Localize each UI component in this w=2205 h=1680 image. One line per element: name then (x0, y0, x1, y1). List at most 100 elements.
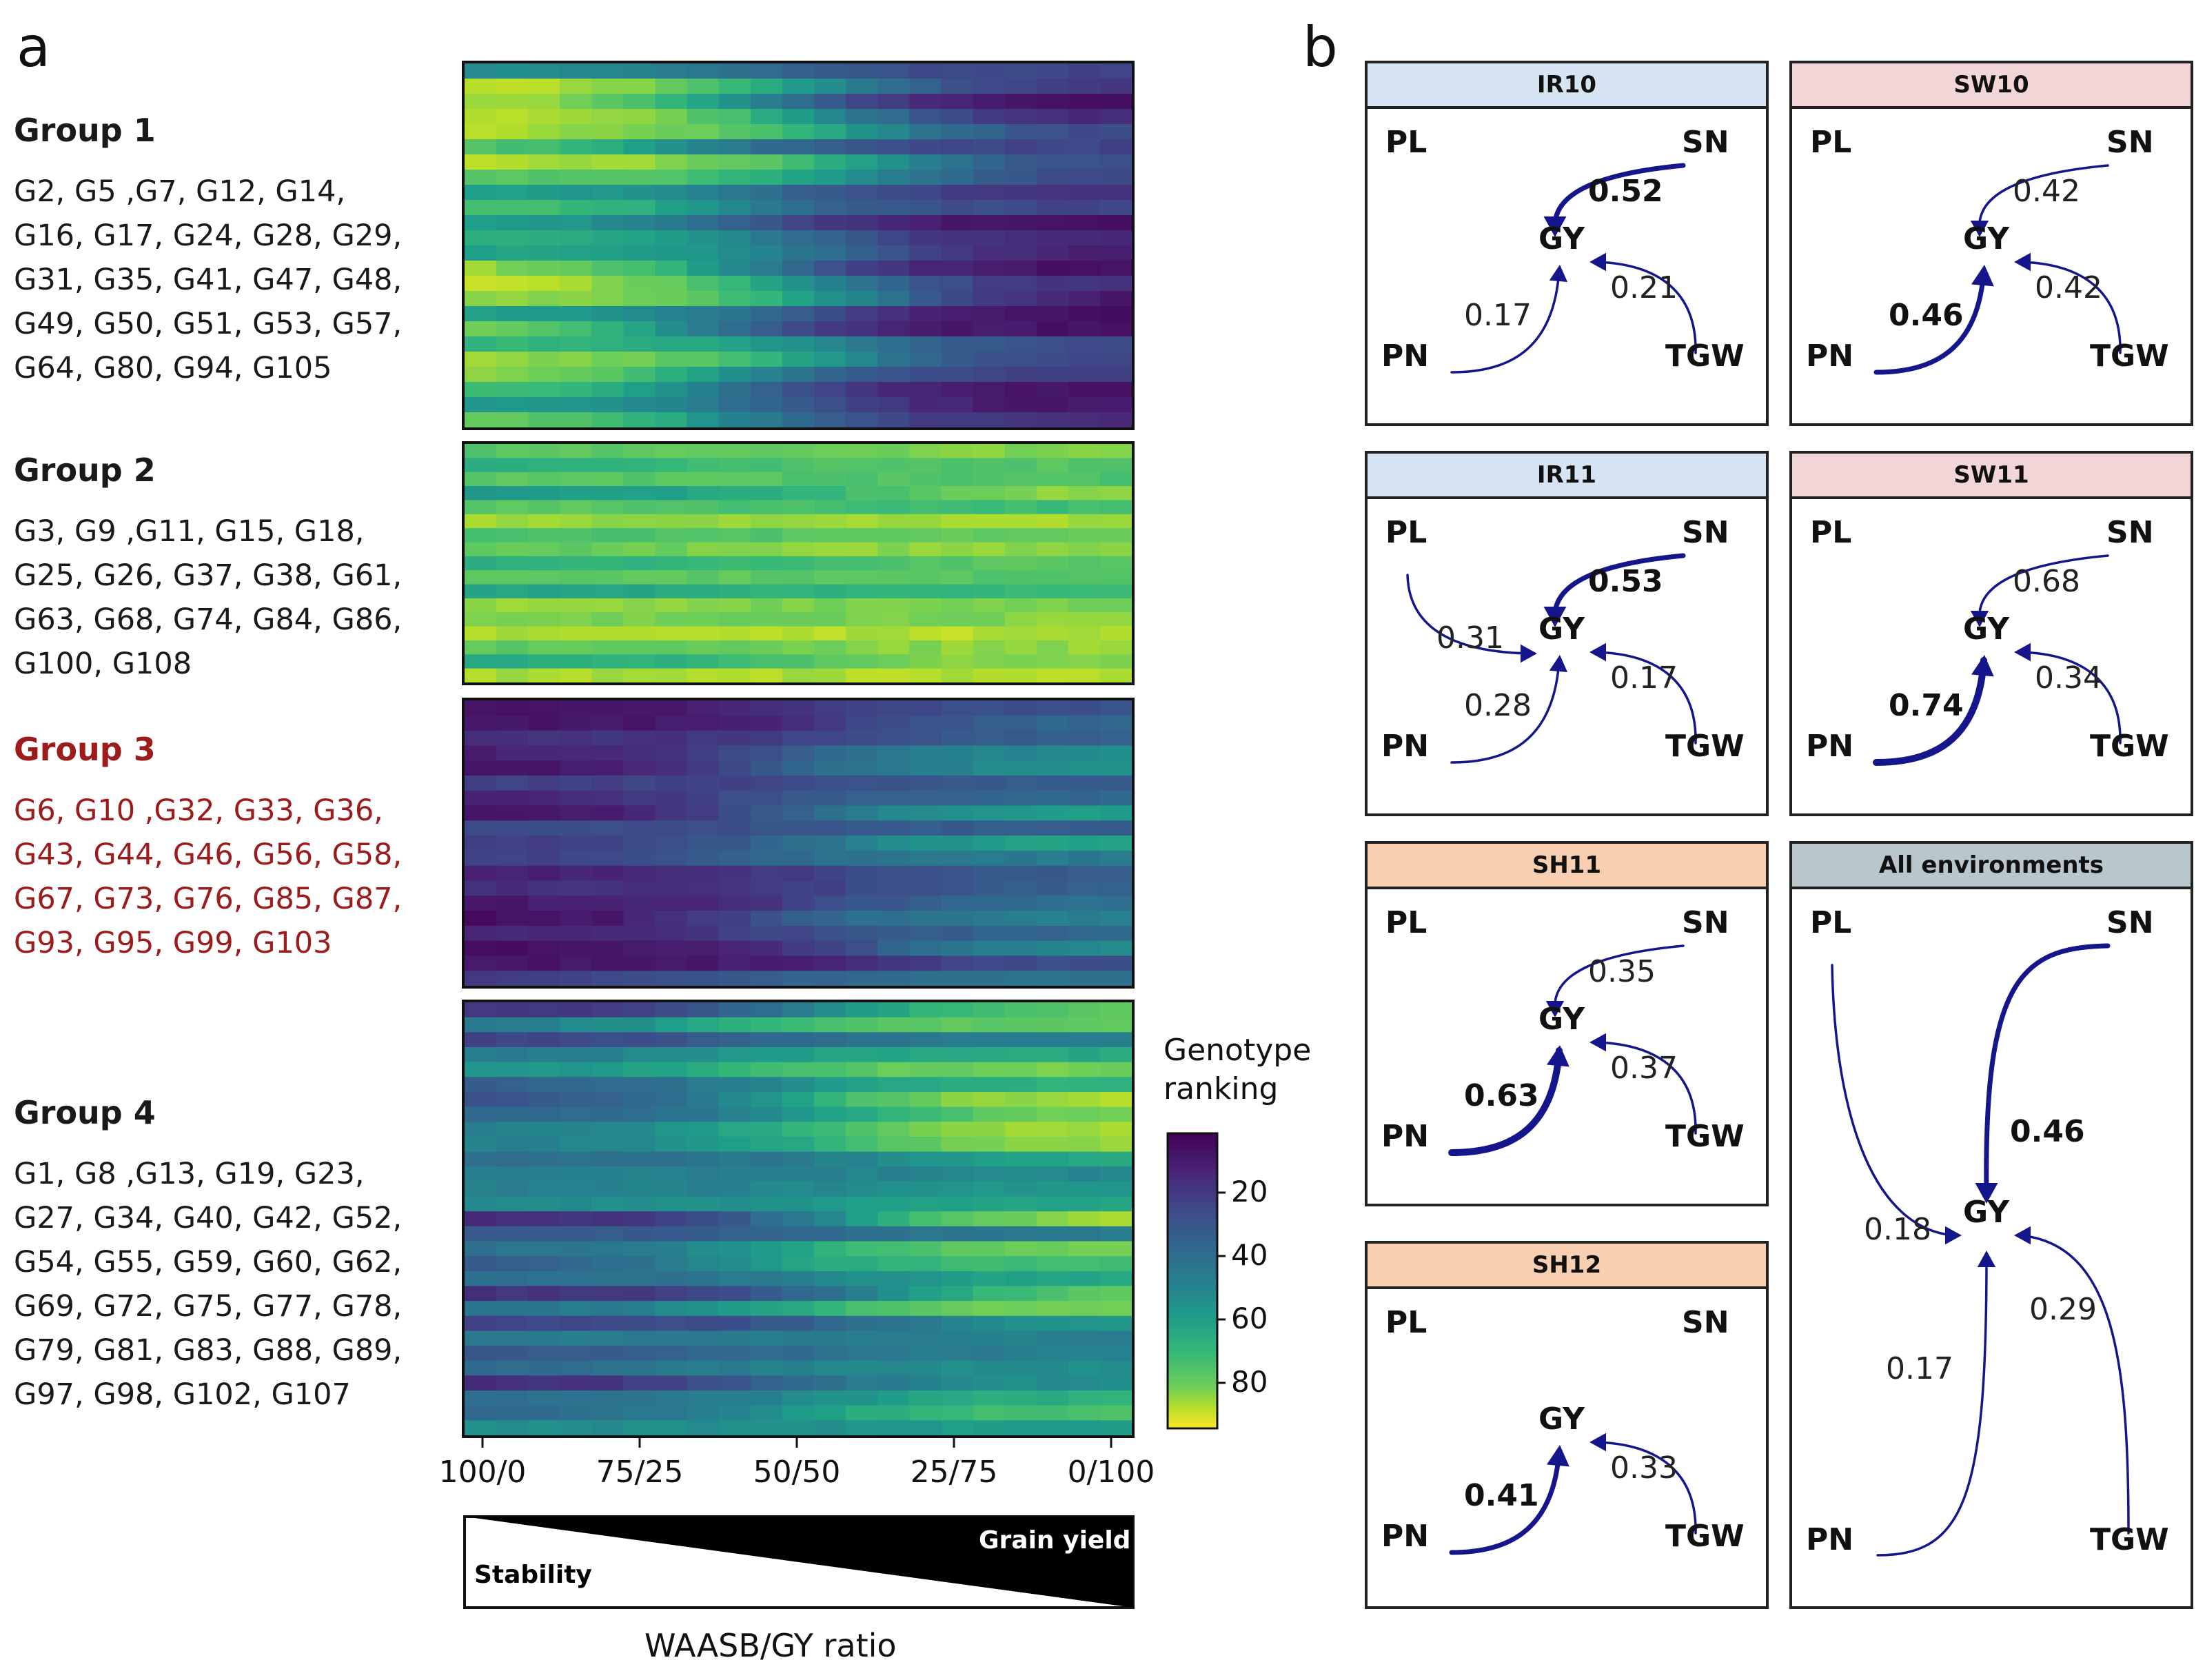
heatmap-cell (496, 1375, 529, 1391)
heatmap-cell (591, 1390, 624, 1406)
heatmap-cell (1068, 367, 1101, 383)
heatmap-cell (877, 730, 910, 746)
heatmap-cell (465, 200, 497, 216)
path-panel-ir11: IR11 0.31 0.53 0.28 0.17 PL SN GY PN TGW (1365, 451, 1769, 816)
heatmap-cell (782, 170, 815, 185)
heatmap-cell (750, 790, 783, 807)
heatmap-cell (591, 1196, 624, 1212)
node-tgw: TGW (1665, 1119, 1745, 1154)
heatmap-cell (1004, 570, 1037, 585)
node-gy: GY (1963, 1195, 2010, 1230)
heatmap-cell (655, 382, 688, 398)
heatmap-cell (687, 397, 720, 413)
heatmap-cell (814, 1181, 846, 1197)
path-diagram-arrows (1831, 943, 2130, 1557)
heatmap-cell (877, 170, 910, 185)
heatmap-cell (623, 1211, 656, 1227)
node-pn: PN (1806, 338, 1854, 374)
heatmap-cell (973, 458, 1006, 473)
heatmap-cell (1004, 514, 1037, 529)
heatmap-cell (1068, 94, 1101, 110)
heatmap-cell (909, 397, 942, 413)
heatmap-cell (623, 1330, 656, 1346)
path-arrow-tgw (1594, 651, 1697, 745)
heatmap-cell (465, 1375, 497, 1391)
heatmap-cell (465, 367, 497, 383)
heatmap-cell (814, 1106, 846, 1122)
heatmap-cell (941, 261, 974, 276)
heatmap-cell (591, 397, 624, 413)
node-sn: SN (2106, 125, 2154, 160)
heatmap-cell (877, 836, 910, 851)
heatmap-cell (1036, 94, 1069, 110)
heatmap-cell (623, 640, 656, 655)
heatmap-cell (465, 911, 497, 927)
heatmap-cell (718, 1062, 751, 1077)
heatmap-cell (623, 668, 656, 682)
heatmap-cell (718, 925, 751, 942)
heatmap-cell (782, 570, 815, 585)
heatmap-cell (814, 276, 846, 292)
heatmap-cell (782, 820, 815, 836)
heatmap-cell (623, 261, 656, 276)
heatmap-cell (909, 1360, 942, 1376)
heatmap-cell (687, 865, 720, 882)
heatmap-cell (1036, 1136, 1069, 1153)
heatmap-cell (465, 1330, 497, 1346)
heatmap-cell (909, 170, 942, 185)
heatmap-cell (496, 291, 529, 307)
heatmap-cell (687, 291, 720, 307)
heatmap-cell (465, 321, 497, 337)
heatmap-cell (528, 336, 560, 352)
heatmap-cell (814, 730, 846, 746)
heatmap-cell (750, 715, 783, 731)
heatmap-cell (846, 109, 878, 125)
heatmap-cell (909, 1375, 942, 1391)
heatmap-cell (1036, 1002, 1069, 1018)
heatmap-cell (591, 154, 624, 170)
heatmap-cell (496, 458, 529, 473)
heatmap-cell (687, 276, 720, 292)
heatmap-cell (1099, 336, 1132, 352)
heatmap-cell (591, 514, 624, 529)
heatmap-cell (973, 1360, 1006, 1376)
heatmap-cell (1036, 1315, 1069, 1332)
heatmap-cell (496, 940, 529, 957)
heatmap-cell (846, 261, 878, 276)
heatmap-cell (941, 185, 974, 201)
heatmap-cell (814, 261, 846, 276)
heatmap-cell (623, 760, 656, 776)
heatmap-cell (814, 1211, 846, 1227)
heatmap-cell (623, 276, 656, 292)
heatmap-cell (718, 170, 751, 185)
heatmap-cell (973, 598, 1006, 613)
heatmap-cell (560, 124, 592, 140)
heatmap-cell (591, 805, 624, 821)
heatmap-cell (465, 1405, 497, 1421)
heatmap-cell (973, 640, 1006, 655)
heatmap-cell (750, 805, 783, 821)
heatmap-cell (687, 1390, 720, 1406)
heatmap-cell (655, 668, 688, 682)
heatmap-cell (877, 1032, 910, 1048)
heatmap-cell (687, 382, 720, 398)
heatmap-cell (814, 486, 846, 501)
heatmap-cell (465, 215, 497, 231)
heatmap-cell (465, 805, 497, 821)
heatmap-cell (1036, 820, 1069, 836)
heatmap-cell (877, 94, 910, 110)
stability-label: Stability (474, 1561, 592, 1589)
heatmap-cell (623, 444, 656, 458)
heatmap-cell (1036, 556, 1069, 571)
heatmap-cell (909, 865, 942, 882)
heatmap-cell (782, 1256, 815, 1272)
heatmap-cell (877, 1151, 910, 1167)
heatmap-cell (877, 1375, 910, 1391)
heatmap-cell (782, 775, 815, 791)
heatmap-cell (560, 1077, 592, 1093)
heatmap-cell (718, 790, 751, 807)
heatmap-cell (846, 1375, 878, 1391)
node-pl: PL (1810, 905, 1852, 940)
heatmap-cell (1099, 1091, 1132, 1108)
heatmap-cell (1068, 170, 1101, 185)
